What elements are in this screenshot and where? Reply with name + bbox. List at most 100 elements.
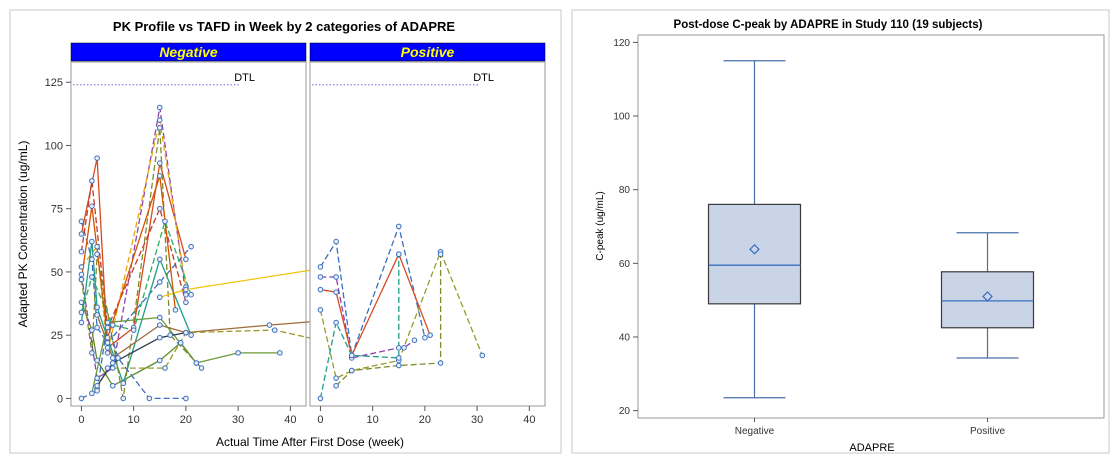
data-point <box>104 339 111 346</box>
data-point <box>401 345 407 351</box>
box-y-axis-title: C-peak (ug/mL) <box>595 191 606 260</box>
panel-header-negative <box>70 42 307 62</box>
series-line-positive-4 <box>335 254 442 387</box>
data-point <box>104 324 111 331</box>
data-point <box>177 339 184 346</box>
data-point <box>183 256 189 263</box>
data-point <box>193 360 200 366</box>
y-tick-label: 75 <box>51 204 63 216</box>
data-point <box>94 243 100 250</box>
data-point <box>78 299 85 306</box>
data-point <box>89 274 95 280</box>
box-y-tick-label: 120 <box>613 38 630 49</box>
data-point <box>94 155 100 161</box>
data-point <box>317 286 324 293</box>
data-point <box>78 218 85 225</box>
data-point <box>89 256 95 263</box>
y-tick-label: 0 <box>57 393 63 405</box>
data-point <box>348 367 355 374</box>
data-point <box>156 279 163 285</box>
series-line-positive-3 <box>319 251 483 379</box>
data-point <box>395 345 402 351</box>
data-point <box>333 382 339 389</box>
data-point <box>188 243 194 250</box>
data-point <box>156 117 163 123</box>
data-point <box>89 203 95 209</box>
data-point <box>183 291 189 298</box>
data-point <box>317 395 324 402</box>
data-point <box>411 337 418 344</box>
data-point <box>94 388 100 394</box>
data-point <box>89 390 95 397</box>
data-point <box>437 360 444 366</box>
data-point <box>395 223 402 230</box>
data-point <box>172 307 179 313</box>
pk-chart-title: PK Profile vs TAFD in Week by 2 categori… <box>113 19 456 34</box>
series-line-negative-10 <box>91 316 280 394</box>
data-point <box>395 251 402 258</box>
data-point <box>167 332 174 338</box>
data-point <box>156 160 163 166</box>
data-point <box>156 205 163 212</box>
dtl-label: DTL <box>473 72 494 84</box>
series-line-negative-5 <box>80 240 192 384</box>
y-tick-label: 125 <box>45 77 63 89</box>
data-point <box>109 365 116 371</box>
data-point <box>94 312 100 318</box>
series-line-negative-9 <box>96 314 333 359</box>
data-point <box>78 276 85 283</box>
data-point <box>317 307 324 313</box>
data-point <box>156 357 163 364</box>
data-point <box>266 322 273 328</box>
mean-marker <box>749 243 760 255</box>
box-y-tick-label: 80 <box>619 185 631 196</box>
y-axis-title: Adapted PK Concentration (ug/mL) <box>16 141 30 328</box>
data-point <box>333 274 339 280</box>
data-point <box>333 238 339 245</box>
data-point <box>183 329 189 336</box>
data-point <box>162 365 168 371</box>
data-point <box>89 327 95 333</box>
box-x-axis-title: ADAPRE <box>849 442 894 454</box>
data-point <box>395 362 402 369</box>
data-point <box>104 350 111 356</box>
data-point <box>104 319 111 326</box>
x-tick-label: 30 <box>232 414 244 426</box>
data-point <box>317 264 324 270</box>
data-point <box>277 350 283 356</box>
data-point <box>395 355 402 361</box>
data-point <box>89 178 95 184</box>
box-y-tick-label: 20 <box>619 406 631 417</box>
data-point <box>188 291 194 298</box>
data-point <box>94 375 100 381</box>
data-point <box>109 322 116 328</box>
data-point <box>235 350 241 356</box>
data-point <box>94 251 100 258</box>
x-tick-label: 20 <box>419 414 431 426</box>
data-point <box>156 104 163 111</box>
data-point <box>333 375 339 381</box>
data-point <box>78 395 85 402</box>
data-point <box>78 231 85 237</box>
data-point <box>162 218 168 225</box>
data-point <box>78 264 85 270</box>
data-point <box>146 395 153 402</box>
y-tick-label: 25 <box>51 330 63 342</box>
panel-header-label: Negative <box>159 44 218 60</box>
data-point <box>89 238 95 245</box>
mean-marker <box>982 291 993 302</box>
data-point <box>109 360 116 366</box>
series-line-negative-1 <box>80 157 187 349</box>
data-point <box>89 350 95 356</box>
y-tick-label: 100 <box>45 140 63 152</box>
data-point <box>120 395 127 402</box>
x-tick-label: 20 <box>180 414 192 426</box>
x-tick-label: 30 <box>471 414 483 426</box>
dtl-label: DTL <box>234 72 255 84</box>
data-point <box>94 324 100 331</box>
box-category-label: Positive <box>970 426 1005 437</box>
x-tick-label: 40 <box>284 414 296 426</box>
data-point <box>78 309 85 316</box>
data-point <box>94 382 100 389</box>
